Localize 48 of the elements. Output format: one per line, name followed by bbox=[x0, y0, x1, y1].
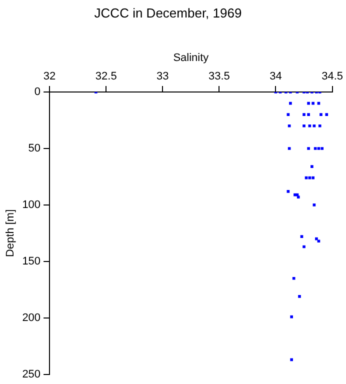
point bbox=[318, 124, 322, 128]
point bbox=[304, 176, 308, 180]
point bbox=[312, 204, 316, 206]
point bbox=[308, 124, 312, 128]
y-tick-label: 150 bbox=[22, 255, 41, 268]
point bbox=[298, 295, 301, 298]
point bbox=[290, 315, 293, 318]
y-axis-title: Depth [m] bbox=[4, 209, 17, 258]
point bbox=[300, 235, 304, 238]
chart-title: JCCC in December, 1969 bbox=[94, 5, 242, 20]
y-tick-label: 100 bbox=[22, 198, 41, 211]
point bbox=[310, 165, 314, 168]
y-tick-label: 200 bbox=[22, 312, 41, 324]
point bbox=[292, 276, 296, 280]
y-tick-label: 0 bbox=[34, 86, 41, 98]
point bbox=[290, 358, 293, 362]
x-tick-label: 34 bbox=[270, 70, 282, 82]
point bbox=[320, 147, 324, 150]
point bbox=[315, 237, 318, 240]
point bbox=[307, 147, 310, 150]
point bbox=[308, 176, 312, 180]
x-tick-label: 34.5 bbox=[322, 70, 344, 82]
point bbox=[286, 190, 290, 193]
point bbox=[314, 147, 317, 150]
point bbox=[312, 176, 314, 180]
x-tick-label: 33.5 bbox=[208, 70, 230, 82]
point bbox=[286, 113, 290, 116]
point bbox=[289, 102, 292, 105]
point bbox=[317, 147, 320, 150]
x-tick-label: 33 bbox=[156, 70, 169, 82]
point bbox=[307, 102, 310, 105]
point bbox=[296, 196, 300, 198]
point bbox=[307, 113, 310, 116]
point bbox=[288, 124, 291, 128]
point bbox=[325, 113, 328, 116]
point bbox=[320, 113, 322, 116]
y-tick-label: 250 bbox=[22, 368, 41, 380]
point bbox=[312, 102, 314, 105]
x-axis-title: Salinity bbox=[173, 52, 210, 64]
point bbox=[302, 113, 306, 116]
point bbox=[288, 147, 291, 150]
x-tick-label: 32 bbox=[43, 70, 56, 82]
point bbox=[312, 124, 316, 128]
point bbox=[302, 124, 306, 128]
x-tick-label: 32.5 bbox=[95, 70, 117, 82]
point bbox=[302, 245, 306, 248]
y-tick-label: 50 bbox=[28, 142, 41, 155]
point bbox=[317, 240, 320, 243]
